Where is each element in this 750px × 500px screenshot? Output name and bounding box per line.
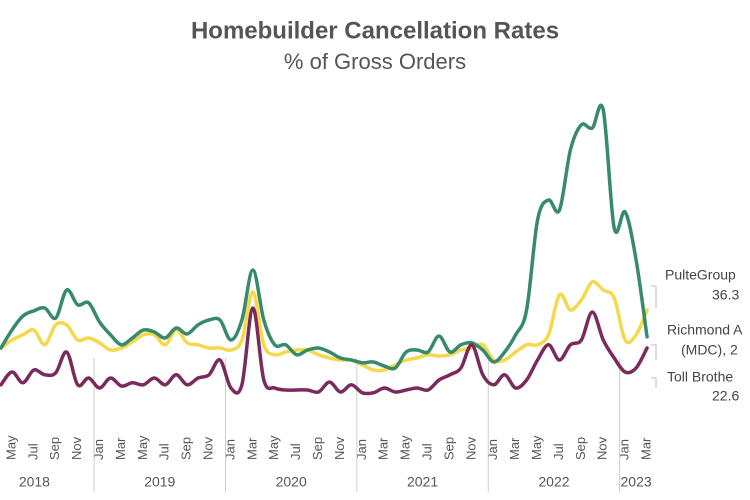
x-tick-label: Mar (507, 437, 522, 460)
end-label-value: 36.3 (712, 287, 739, 303)
series-line (0, 306, 649, 396)
x-tick-label: Mar (376, 437, 391, 460)
series-line (0, 280, 649, 373)
x-tick-label: Sep (179, 437, 194, 460)
x-tick-label: Jul (157, 443, 172, 460)
x-tick-label: May (529, 435, 544, 460)
x-tick-label: Mar (244, 437, 259, 460)
x-tick-label: Mar (638, 437, 653, 460)
year-label: 2023 (621, 474, 652, 490)
x-tick-label: Nov (595, 436, 610, 460)
series-line (0, 103, 649, 371)
bracket (651, 344, 657, 360)
end-label-name: Toll Brothe (667, 369, 733, 385)
chart-subtitle: % of Gross Orders (284, 49, 466, 74)
x-tick-label: Jan (91, 439, 106, 460)
x-tick-label: Jul (419, 443, 434, 460)
x-tick-label: Jan (617, 439, 632, 460)
end-label-name: PulteGroup (665, 267, 736, 283)
x-tick-label: Nov (69, 436, 84, 460)
x-tick-label: Sep (47, 437, 62, 460)
x-tick-label: Sep (441, 437, 456, 460)
end-label-value: 22.6 (712, 388, 739, 404)
year-label: 2022 (538, 474, 569, 490)
x-tick-label: Sep (573, 437, 588, 460)
x-tick-label: May (266, 435, 281, 460)
x-tick-label: Nov (332, 436, 347, 460)
year-label: 2018 (19, 474, 50, 490)
bracket (651, 285, 657, 308)
x-tick-label: Jan (354, 439, 369, 460)
x-tick-label: Nov (200, 436, 215, 460)
chart-title: Homebuilder Cancellation Rates (191, 17, 559, 44)
x-tick-label: Mar (113, 437, 128, 460)
x-tick-label: Jan (222, 439, 237, 460)
end-label-name: Richmond A (667, 322, 743, 338)
year-label: 2019 (144, 474, 175, 490)
x-tick-label: Jul (551, 443, 566, 460)
end-label-value: (MDC), 2 (681, 342, 738, 358)
label-brackets (651, 285, 657, 388)
x-tick-label: Jul (25, 443, 40, 460)
x-tick-label: Sep (310, 437, 325, 460)
x-tick-label: May (3, 435, 18, 460)
x-tick-label: May (135, 435, 150, 460)
year-label: 2020 (276, 474, 307, 490)
year-label: 2021 (407, 474, 438, 490)
x-tick-label: Jan (485, 439, 500, 460)
x-tick-label: Jul (288, 443, 303, 460)
x-tick-label: Nov (463, 436, 478, 460)
x-tick-label: May (398, 435, 413, 460)
bracket (651, 377, 657, 388)
